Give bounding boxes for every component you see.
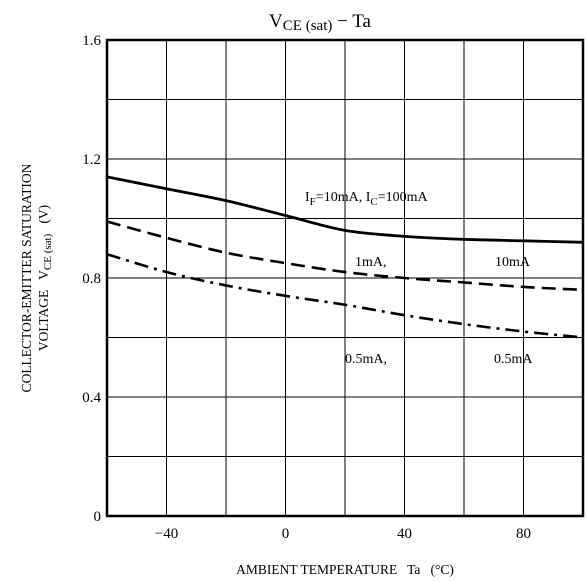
plot-frame (105, 38, 585, 518)
y-axis-label-line1: COLLECTOR-EMITTER SATURATION (19, 163, 34, 392)
y-tick-labels: 0 0.4 0.8 1.2 1.6 (82, 33, 101, 525)
series-group (106, 175, 584, 339)
chart-title: VCE (sat) − Ta (269, 11, 371, 34)
series-line-solid (106, 175, 584, 244)
x-tick-label: −40 (155, 526, 178, 542)
annotation-ic-sub: C (370, 196, 377, 208)
x-tick-label: 80 (516, 526, 531, 542)
x-tick-label: 0 (282, 526, 290, 542)
title-main: V (269, 11, 283, 32)
annotation-mid-left: 1mA, (355, 255, 387, 270)
y-tick-label: 1.2 (82, 152, 101, 168)
title-sub: CE (sat) (283, 18, 333, 34)
grid (107, 40, 583, 516)
annotation-low-right: 0.5mA (494, 352, 533, 367)
x-tick-labels: −40 0 40 80 (155, 526, 531, 542)
y-tick-label: 0.8 (82, 271, 101, 287)
title-rest: − Ta (332, 11, 371, 32)
annotation-low-left: 0.5mA, (345, 352, 387, 367)
x-axis-label: AMBIENT TEMPERATURE Ta (°C) (236, 562, 454, 577)
annotation-mid-right: 10mA (495, 255, 531, 270)
annotation-if-sub: F (310, 196, 316, 208)
annotation-ic-eq2: =100mA (378, 190, 429, 205)
series-line-dashdot (106, 252, 584, 339)
series-line-dashed (106, 220, 584, 292)
y-axis-label: COLLECTOR-EMITTER SATURATION VOLTAGE VCE… (19, 163, 54, 392)
y-tick-label: 0.4 (82, 390, 101, 406)
y-tick-label: 0 (94, 509, 102, 525)
y-axis-label-line2: VOLTAGE VCE (sat) (V) (36, 205, 54, 351)
x-tick-label: 40 (397, 526, 412, 542)
y-tick-label: 1.6 (82, 33, 101, 49)
annotation-if-eq1: =10mA, I (316, 190, 371, 205)
annotation-if-ic: IF=10mA, IC=100mA (305, 190, 428, 208)
